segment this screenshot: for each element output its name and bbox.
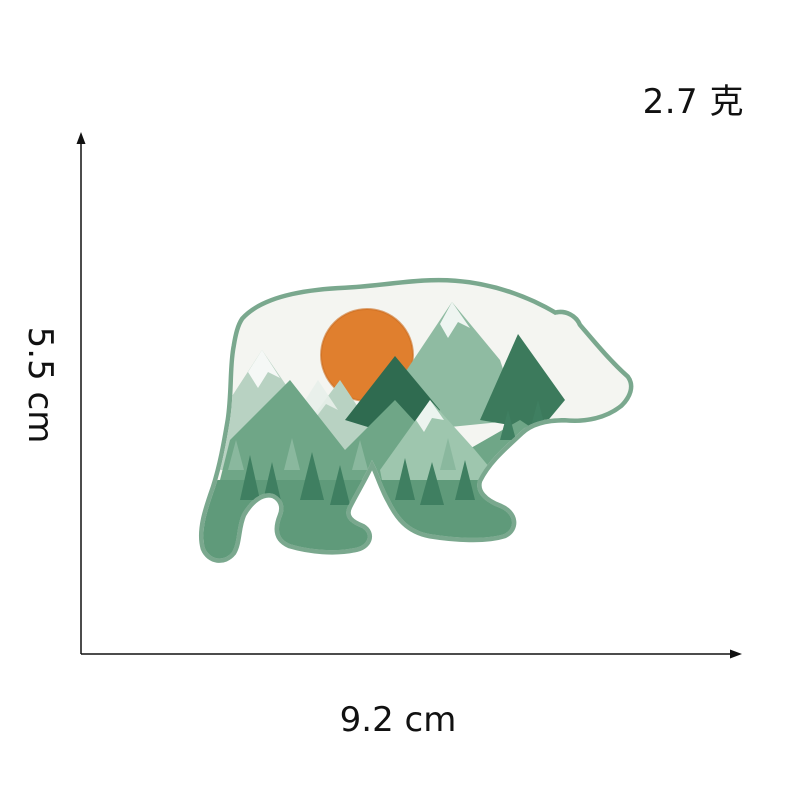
horizontal-axis-arrow-icon — [730, 649, 742, 659]
vertical-axis-arrow-icon — [76, 132, 86, 144]
weight-label: 2.7 克 — [642, 82, 744, 122]
dark-mountain — [345, 356, 440, 440]
dark-mountain-right — [480, 334, 565, 430]
width-dimension-label: 9.2 cm — [339, 700, 457, 740]
pine-trees — [240, 400, 546, 505]
height-dimension-label: 5.5 cm — [20, 326, 60, 444]
